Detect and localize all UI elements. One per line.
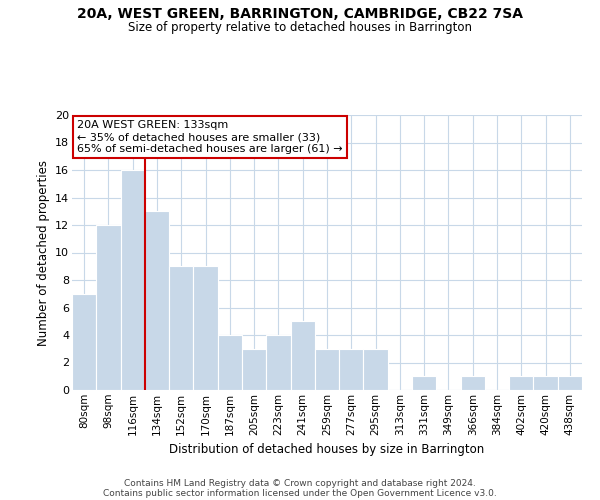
- Bar: [121, 170, 145, 390]
- Text: Size of property relative to detached houses in Barrington: Size of property relative to detached ho…: [128, 21, 472, 34]
- Bar: [169, 266, 193, 390]
- Bar: [96, 225, 121, 390]
- Bar: [339, 349, 364, 390]
- Bar: [533, 376, 558, 390]
- Bar: [461, 376, 485, 390]
- Bar: [266, 335, 290, 390]
- Bar: [412, 376, 436, 390]
- Text: 20A, WEST GREEN, BARRINGTON, CAMBRIDGE, CB22 7SA: 20A, WEST GREEN, BARRINGTON, CAMBRIDGE, …: [77, 8, 523, 22]
- Bar: [145, 211, 169, 390]
- Text: 20A WEST GREEN: 133sqm
← 35% of detached houses are smaller (33)
65% of semi-det: 20A WEST GREEN: 133sqm ← 35% of detached…: [77, 120, 343, 154]
- X-axis label: Distribution of detached houses by size in Barrington: Distribution of detached houses by size …: [169, 443, 485, 456]
- Bar: [509, 376, 533, 390]
- Bar: [72, 294, 96, 390]
- Bar: [242, 349, 266, 390]
- Y-axis label: Number of detached properties: Number of detached properties: [37, 160, 50, 346]
- Bar: [290, 322, 315, 390]
- Bar: [558, 376, 582, 390]
- Bar: [315, 349, 339, 390]
- Bar: [193, 266, 218, 390]
- Bar: [364, 349, 388, 390]
- Text: Contains HM Land Registry data © Crown copyright and database right 2024.: Contains HM Land Registry data © Crown c…: [124, 478, 476, 488]
- Text: Contains public sector information licensed under the Open Government Licence v3: Contains public sector information licen…: [103, 488, 497, 498]
- Bar: [218, 335, 242, 390]
